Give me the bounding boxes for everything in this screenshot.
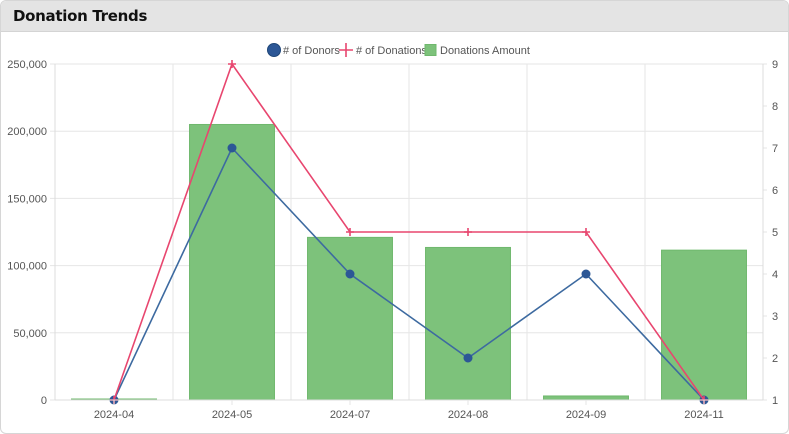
y-left-tick-label: 50,000: [13, 328, 47, 340]
y-left-tick-label: 150,000: [7, 193, 47, 205]
y-right-tick-label: 5: [772, 227, 778, 239]
legend-donations-marker: [339, 43, 353, 57]
legend-amount-label: Donations Amount: [440, 45, 530, 57]
donations-line: [113, 62, 705, 401]
axes: 0 50,000 100,000 150,000 200,000 250,000 1 2 3 4 5…: [7, 59, 778, 421]
y-right-tick-label: 4: [772, 269, 778, 281]
donors-point: [463, 353, 473, 363]
amount-bar: [661, 249, 747, 401]
donors-line: [113, 146, 705, 401]
card-title: Donation Trends: [13, 7, 148, 25]
x-tick-label: 2024-08: [448, 409, 488, 421]
x-tick-label: 2024-04: [94, 409, 134, 421]
y-left-tick-label: 0: [41, 395, 47, 407]
x-tick-label: 2024-07: [330, 409, 370, 421]
y-right-tick-label: 6: [772, 185, 778, 197]
card-header: Donation Trends: [1, 1, 788, 32]
y-right-tick-label: 1: [772, 395, 778, 407]
y-right-tick-label: 9: [772, 59, 778, 71]
amount-bar: [543, 395, 629, 401]
donors-point: [227, 143, 237, 153]
y-right-tick-label: 7: [772, 143, 778, 155]
y-left-tick-label: 250,000: [7, 59, 47, 71]
donors-point: [581, 269, 591, 279]
y-left-tick-label: 100,000: [7, 261, 47, 273]
x-tick-label: 2024-09: [566, 409, 606, 421]
x-tick-label: 2024-11: [684, 409, 724, 421]
y-right-tick-label: 3: [772, 311, 778, 323]
legend-donors-label: # of Donors: [283, 45, 340, 57]
amount-bar: [189, 123, 275, 401]
y-left-tick-label: 200,000: [7, 126, 47, 138]
legend-donors-marker: [267, 43, 281, 57]
donations-point: [346, 228, 354, 236]
legend[interactable]: # of Donors # of Donations Donations Amoun…: [267, 43, 530, 57]
x-tick-label: 2024-05: [212, 409, 252, 421]
legend-amount-marker: [424, 44, 437, 56]
amount-bar: [307, 236, 393, 401]
donations-point: [582, 228, 590, 236]
donations-point: [228, 60, 236, 68]
y-right-tick-label: 2: [772, 353, 778, 365]
y-right-tick-label: 8: [772, 101, 778, 113]
legend-donations-label: # of Donations: [356, 45, 427, 57]
amount-bar: [425, 246, 511, 401]
donors-point: [345, 269, 355, 279]
donations-point: [464, 228, 472, 236]
